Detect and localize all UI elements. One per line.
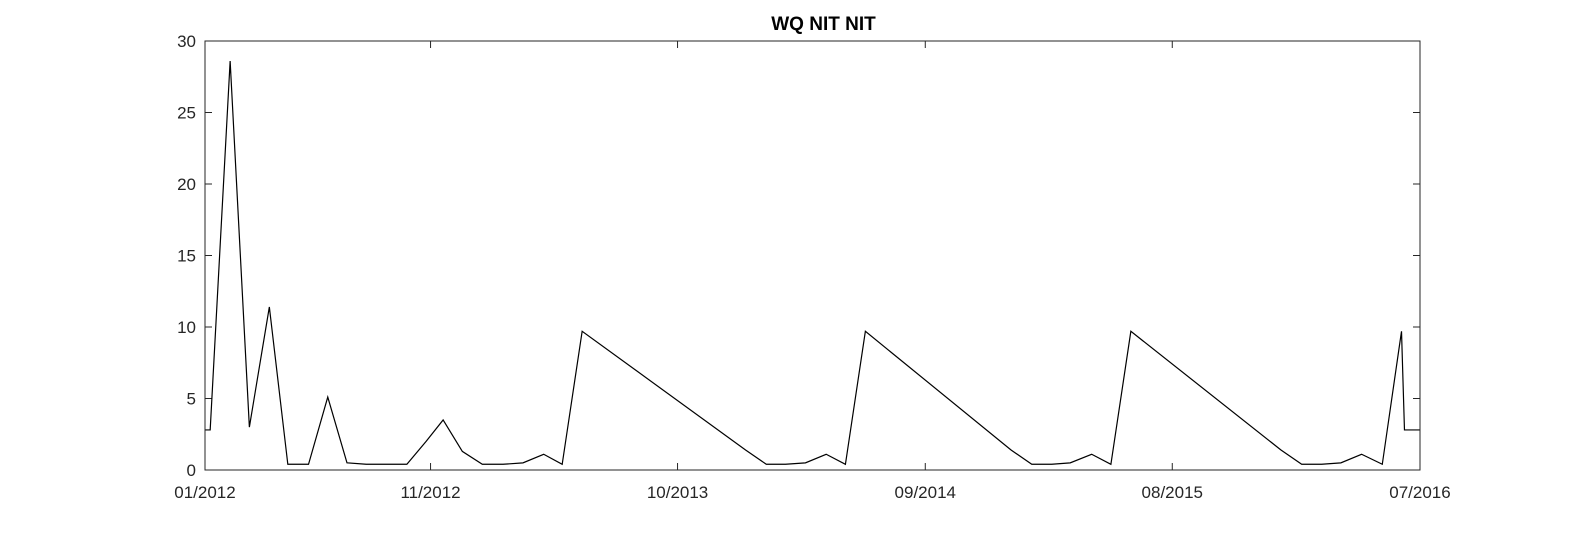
y-tick-label: 5 [187, 390, 196, 409]
x-tick-label: 08/2015 [1142, 483, 1203, 502]
chart-title: WQ NIT NIT [771, 14, 876, 35]
x-tick-label: 01/2012 [174, 483, 235, 502]
series-line [205, 60, 1420, 466]
axis-ticks [204, 40, 1421, 471]
x-tick-label: 07/2016 [1389, 483, 1450, 502]
y-tick-label: 30 [177, 32, 196, 51]
series-layer [205, 60, 1420, 466]
x-tick-label: 09/2014 [895, 483, 956, 502]
y-tick-label: 10 [177, 318, 196, 337]
plot-area-frame [204, 40, 1421, 471]
tick-labels: 01/2012 11/2012 10/2013 09/2014 08/2015 07/20… [174, 32, 1450, 502]
y-tick-label: 20 [177, 175, 196, 194]
y-tick-label: 25 [177, 104, 196, 123]
y-tick-label: 0 [187, 461, 196, 480]
y-tick-label: 15 [177, 247, 196, 266]
x-tick-label: 10/2013 [647, 483, 708, 502]
x-tick-label: 11/2012 [400, 483, 460, 502]
